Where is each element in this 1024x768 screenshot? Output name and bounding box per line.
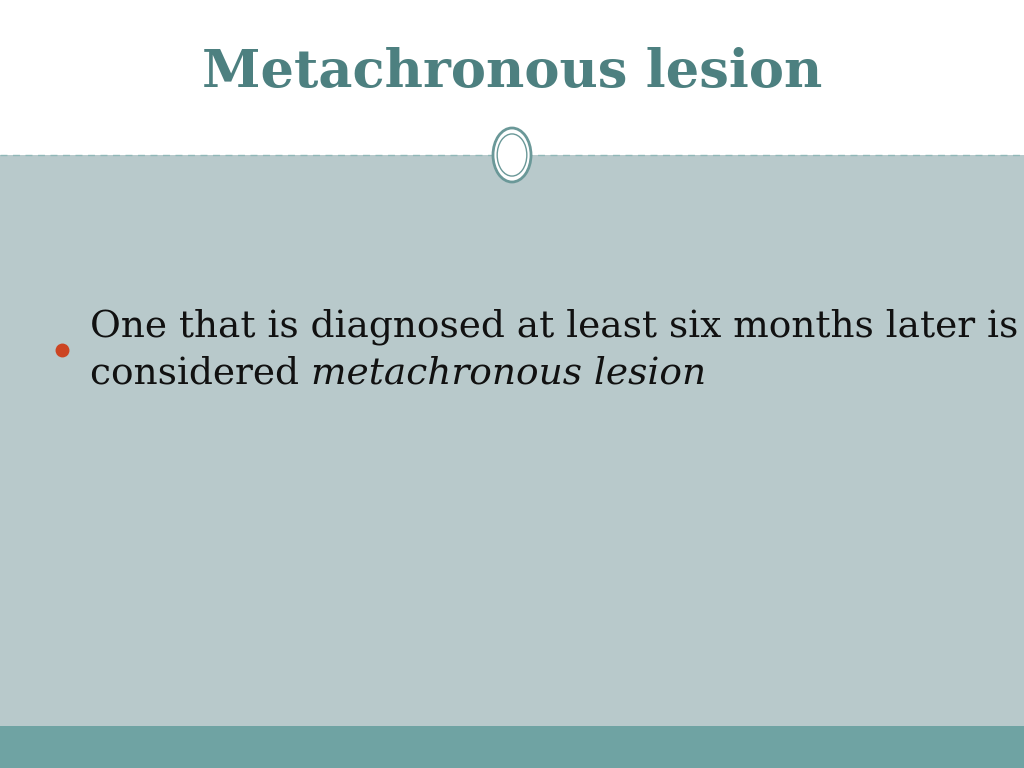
Ellipse shape	[493, 128, 531, 182]
Bar	[0, 0, 1024, 155]
Text: Metachronous lesion: Metachronous lesion	[202, 47, 822, 98]
Text: considered: considered	[90, 355, 311, 391]
Text: metachronous lesion: metachronous lesion	[311, 355, 706, 391]
Text: One that is diagnosed at least six months later is: One that is diagnosed at least six month…	[90, 309, 1018, 346]
Bar	[0, 726, 1024, 768]
